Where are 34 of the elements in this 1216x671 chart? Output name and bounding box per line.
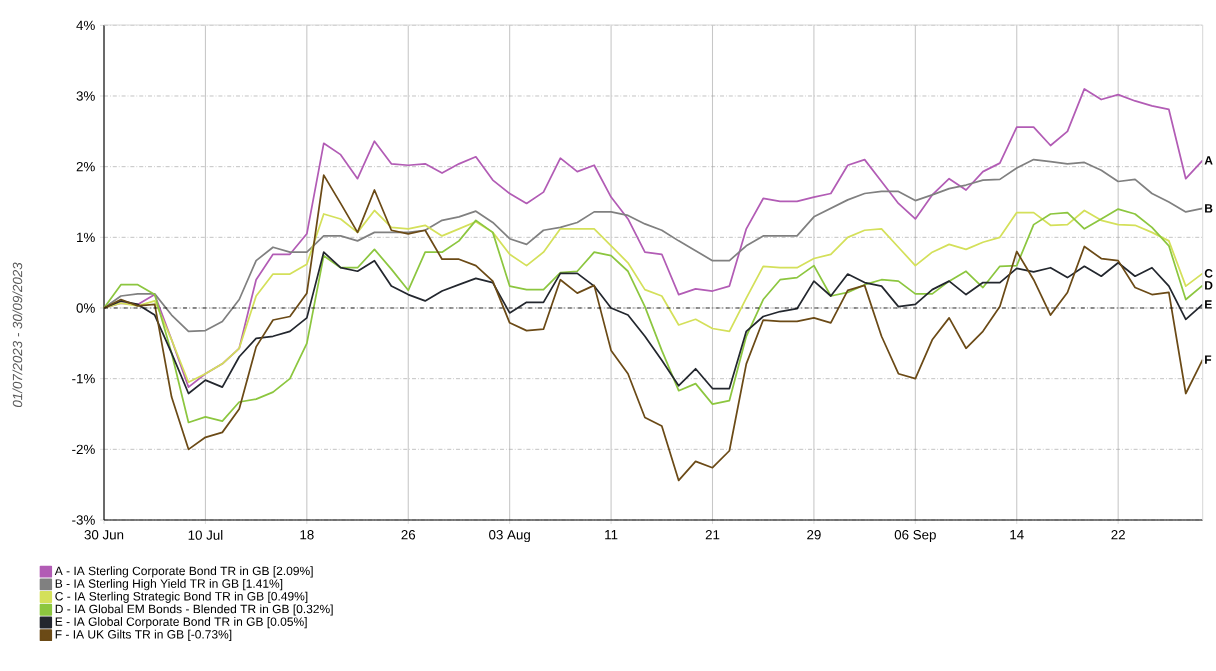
legend-label: A - IA Sterling Corporate Bond TR in GB [2.09%] bbox=[54, 566, 313, 578]
text: F bbox=[1205, 355, 1212, 364]
text: E bbox=[1205, 300, 1212, 309]
x-tick-label: 14 bbox=[1010, 530, 1024, 540]
text: D bbox=[1205, 281, 1213, 290]
legend-label: D - IA Global EM Bonds - Blended TR in GB [0.32%] bbox=[55, 604, 333, 616]
x-tick-label: 29 bbox=[807, 530, 821, 540]
text: 01/07/2023 - 30/09/2023 bbox=[12, 262, 23, 408]
legend-label: E - IA Global Corporate Bond TR in GB [0.05%] bbox=[55, 617, 307, 629]
x-tick-label: 03 Aug bbox=[489, 530, 530, 543]
y-tick-label: -1% bbox=[72, 373, 95, 384]
text: A bbox=[1204, 156, 1213, 165]
x-tick-label: 18 bbox=[300, 530, 314, 540]
y-tick-label: 4% bbox=[76, 20, 95, 30]
y-tick-label: 2% bbox=[76, 161, 95, 172]
y-tick-label: 3% bbox=[76, 91, 95, 101]
x-tick-label: 10 Jul bbox=[188, 530, 223, 540]
text: B bbox=[1205, 204, 1213, 213]
legend-label: C - IA Sterling Strategic Bond TR in GB [0.49%] bbox=[55, 591, 308, 603]
x-tick-label: 22 bbox=[1111, 530, 1125, 540]
y-tick-label: -3% bbox=[72, 515, 95, 525]
x-tick-label: 11 bbox=[605, 530, 618, 540]
x-tick-label: 26 bbox=[401, 530, 416, 540]
x-tick-label: 06 Sep bbox=[894, 530, 936, 543]
legend-label: F - IA UK Gilts TR in GB [-0.73%] bbox=[55, 629, 232, 641]
line-series bbox=[103, 208, 1204, 424]
y-tick-label: -2% bbox=[72, 444, 95, 455]
line-series bbox=[103, 174, 1204, 482]
legend-label: B - IA Sterling High Yield TR in GB [1.41%] bbox=[55, 579, 283, 591]
text: C bbox=[1204, 269, 1213, 278]
y-tick-label: 1% bbox=[77, 232, 95, 242]
x-tick-label: 21 bbox=[705, 530, 720, 540]
y-tick-label: 0% bbox=[76, 303, 95, 313]
x-tick-label: 30 Jun bbox=[84, 530, 124, 540]
